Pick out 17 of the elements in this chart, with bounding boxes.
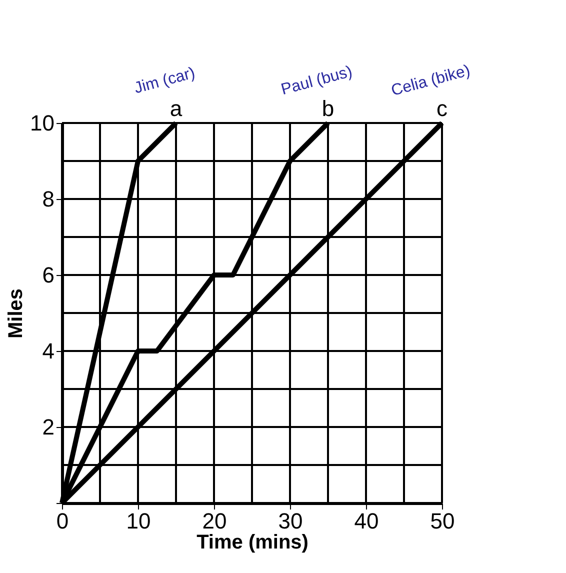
y-tick-label: 4 — [42, 338, 54, 364]
y-tick-label: 6 — [42, 262, 54, 288]
annotation: Jim (car) — [132, 64, 197, 98]
x-tick-label: 20 — [202, 508, 227, 534]
y-tick-label: 2 — [42, 414, 54, 440]
x-axis-title: Time (mins) — [196, 532, 308, 554]
y-tick-label: 10 — [30, 110, 54, 136]
y-tick-label: 8 — [42, 186, 54, 212]
series-label: b — [322, 96, 334, 121]
series-label: a — [170, 96, 183, 121]
x-tick-label: 10 — [126, 508, 151, 534]
x-tick-label: 40 — [354, 508, 379, 534]
x-tick-label: 0 — [56, 508, 69, 534]
x-tick-label: 50 — [430, 508, 455, 534]
y-axis-title: Miles — [5, 288, 28, 339]
annotation: Paul (bus) — [279, 63, 354, 99]
x-tick-label: 30 — [278, 508, 303, 534]
